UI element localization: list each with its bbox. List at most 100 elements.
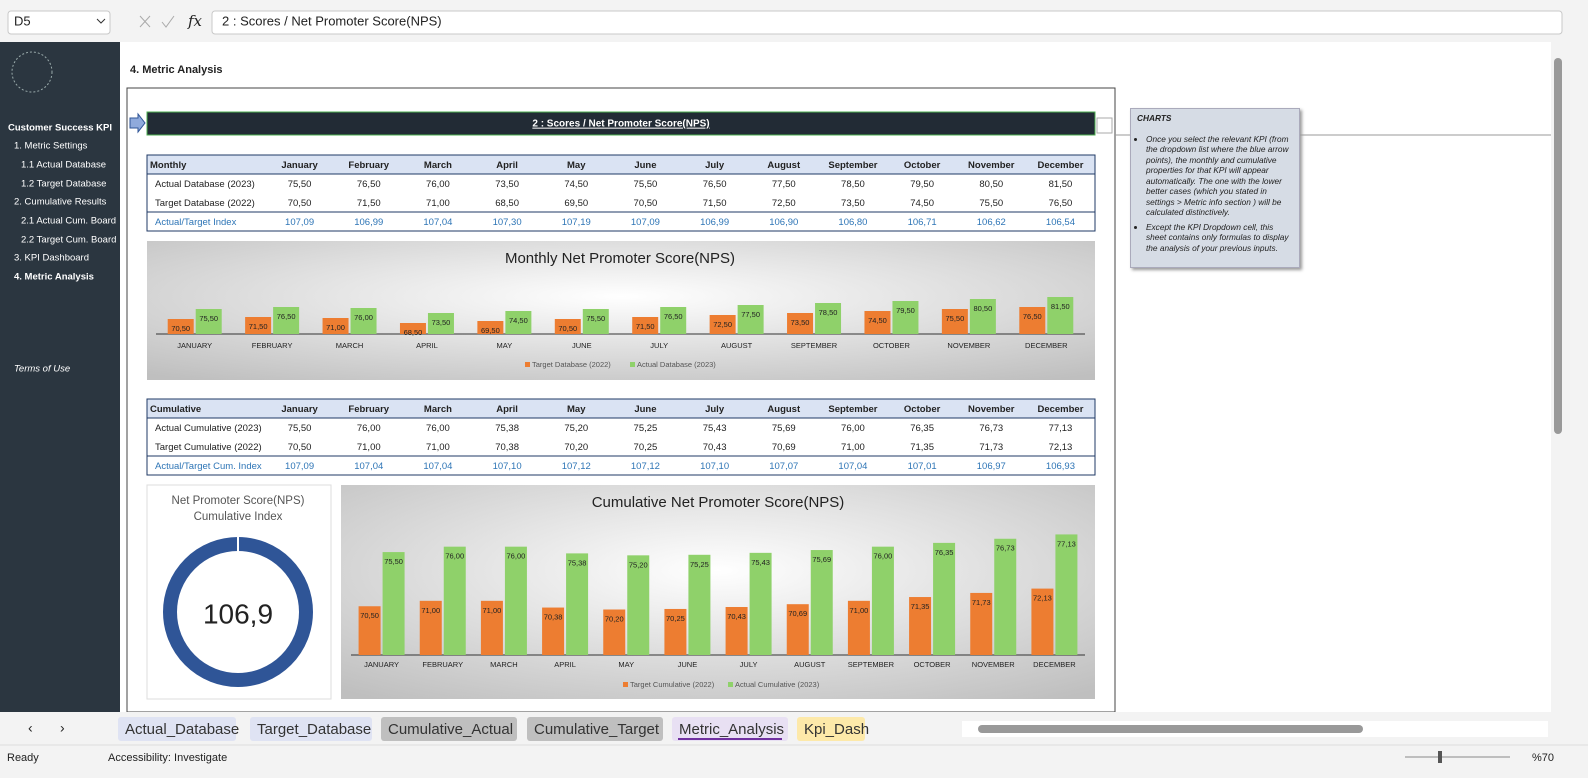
x-tick-label: MARCH (490, 660, 518, 669)
note-bullet: Except the KPI Dropdown cell, this sheet… (1146, 222, 1293, 254)
notes-list: Once you select the relevant KPI (from t… (1137, 134, 1293, 254)
bar (322, 318, 349, 334)
tab-prev[interactable]: ‹ (28, 720, 33, 736)
note-bullet: Once you select the relevant KPI (from t… (1146, 134, 1293, 218)
table-cell: 70,50 (288, 442, 312, 453)
table-cell: Actual Database (2023) (155, 179, 255, 190)
table-header-bg (147, 399, 1095, 418)
table-cell: 70,25 (634, 442, 658, 453)
status-accessibility[interactable]: Accessibility: Investigate (108, 752, 227, 764)
table-cell: 107,10 (700, 461, 729, 472)
bar (970, 592, 993, 655)
data-label: 72,50 (713, 320, 732, 329)
table-header-cell: March (424, 160, 452, 171)
table-cell: 77,13 (1049, 423, 1073, 434)
data-label: 80,50 (973, 304, 992, 313)
tab-next[interactable]: › (60, 720, 65, 736)
x-tick-label: JULY (650, 341, 668, 350)
data-label: 76,00 (354, 313, 373, 322)
table-cell: 69,50 (564, 198, 588, 209)
notes: CHARTS Once you select the relevant KPI (… (1130, 108, 1300, 268)
sheet-tab[interactable] (118, 717, 236, 741)
sheet-tab[interactable] (381, 717, 517, 741)
zoom-thumb[interactable] (1438, 751, 1442, 763)
data-label: 68,50 (404, 328, 423, 337)
table-header-cell: May (567, 160, 586, 171)
legend-label: Actual Database (2023) (637, 360, 716, 369)
table-cell: 75,50 (979, 198, 1003, 209)
table-cell: 75,43 (703, 423, 727, 434)
data-label: 78,50 (819, 308, 838, 317)
table-header-bg (147, 155, 1095, 174)
sheet-tab[interactable] (797, 717, 865, 741)
table-cell: 107,09 (285, 461, 314, 472)
data-label: 73,50 (791, 318, 810, 327)
table-cell: 68,50 (495, 198, 519, 209)
table-header-cell: Cumulative (150, 404, 201, 415)
x-tick-label: SEPTEMBER (848, 660, 895, 669)
data-label: 71,00 (483, 606, 502, 615)
bar (810, 550, 833, 655)
table-cell: 106,54 (1046, 217, 1075, 228)
monthly-chart-area (147, 241, 1095, 380)
table-cell: 75,50 (288, 423, 312, 434)
x-tick-label: DECEMBER (1025, 341, 1068, 350)
kpi-dropdown[interactable] (1096, 117, 1113, 134)
data-label: 76,00 (507, 552, 526, 561)
data-label: 72,13 (1033, 594, 1052, 603)
sheet-tab[interactable] (250, 717, 372, 741)
data-label: 71,00 (326, 323, 345, 332)
fx-icon[interactable]: fx (187, 12, 203, 30)
bar (582, 309, 609, 334)
data-label: 70,50 (558, 324, 577, 333)
x-tick-label: OCTOBER (914, 660, 952, 669)
table-cell: Actual/Target Cum. Index (155, 461, 262, 472)
x-tick-label: JUNE (572, 341, 592, 350)
scroll-thumb[interactable] (1554, 58, 1562, 434)
table-cell: 70,38 (495, 442, 519, 453)
bar (427, 313, 454, 334)
dropdown-icon[interactable] (96, 18, 106, 24)
table-cell: 75,20 (564, 423, 588, 434)
table-cell: 107,04 (838, 461, 867, 472)
name-box[interactable] (7, 10, 111, 35)
x-tick-label: AUGUST (794, 660, 826, 669)
table-cell: 107,04 (423, 217, 452, 228)
x-tick-label: AUGUST (721, 341, 753, 350)
table-cell: 71,00 (357, 442, 381, 453)
status-zoom[interactable]: %70 (1532, 752, 1554, 764)
table-cell: 107,09 (631, 217, 660, 228)
table-cell: 106,80 (838, 217, 867, 228)
edit-icons[interactable] (139, 15, 175, 28)
table-cell: 77,50 (772, 179, 796, 190)
sheet-tab[interactable] (672, 717, 788, 741)
sheet-tab[interactable] (527, 717, 663, 741)
legend-label: Target Cumulative (2022) (630, 680, 715, 689)
table-cell: 71,50 (357, 198, 381, 209)
h-scroll-thumb[interactable] (978, 725, 1363, 733)
kpi-selector[interactable] (146, 111, 1096, 136)
data-label: 70,38 (544, 613, 563, 622)
data-label: 71,73 (972, 598, 991, 607)
bar (815, 303, 842, 334)
formula-input[interactable] (211, 10, 1563, 35)
data-label: 75,50 (945, 314, 964, 323)
table-cell: 72,13 (1049, 442, 1073, 453)
donut-title: Net Promoter Score(NPS) (172, 495, 305, 507)
legend-swatch (525, 362, 530, 367)
data-label: 69,50 (481, 326, 500, 335)
bar (554, 319, 581, 334)
kpi-selector-text: 2 : Scores / Net Promoter Score(NPS) (532, 119, 709, 130)
table-cell: 76,50 (703, 179, 727, 190)
arrow (129, 112, 146, 134)
bar (709, 315, 736, 334)
table-cell: 76,00 (841, 423, 865, 434)
table-cell: Target Cumulative (2022) (155, 442, 262, 453)
table-cell: 76,50 (1049, 198, 1073, 209)
data-label: 75,50 (199, 314, 218, 323)
table-cell: 107,07 (769, 461, 798, 472)
sidebar (0, 42, 120, 712)
table-cell: 75,50 (634, 179, 658, 190)
data-label: 75,50 (586, 314, 605, 323)
